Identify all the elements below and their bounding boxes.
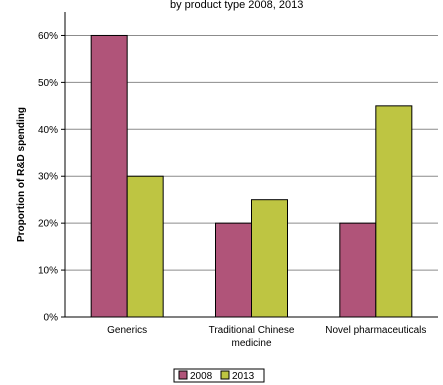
y-axis-label: Proportion of R&D spending bbox=[16, 107, 27, 242]
bar-2008 bbox=[215, 222, 252, 318]
chart-title: by product type 2008, 2013 bbox=[170, 0, 303, 11]
y-tick-label: 60% bbox=[38, 31, 58, 42]
y-tick-label: 0% bbox=[44, 313, 59, 324]
bar-2013 bbox=[251, 199, 288, 318]
legend: 2008 2013 bbox=[173, 368, 265, 383]
y-tick-label: 30% bbox=[38, 172, 58, 183]
y-tick-label: 40% bbox=[38, 125, 58, 136]
x-category-label: Generics bbox=[107, 325, 147, 336]
bar-2008 bbox=[339, 222, 377, 318]
x-category-label: Traditional Chinese medicine bbox=[209, 325, 295, 349]
legend-label-2008: 2008 bbox=[190, 371, 213, 382]
legend-swatch-2013 bbox=[220, 370, 230, 380]
axes bbox=[61, 12, 438, 318]
legend-label-2013: 2013 bbox=[232, 371, 255, 382]
y-tick-labels: 0% 10% 20% 30% 40% 50% 60% bbox=[38, 31, 58, 324]
legend-box bbox=[173, 368, 265, 383]
bar-2008 bbox=[90, 34, 128, 318]
y-tick-label: 20% bbox=[38, 219, 58, 230]
x-category-label: Novel pharmaceuticals bbox=[325, 325, 426, 336]
bar-2013 bbox=[375, 105, 413, 318]
y-tick-label: 10% bbox=[38, 266, 58, 277]
bar-2013 bbox=[126, 175, 164, 318]
y-tick-label: 50% bbox=[38, 78, 58, 89]
bars bbox=[90, 34, 413, 318]
legend-swatch-2008 bbox=[178, 370, 188, 380]
x-category-labels: Generics Traditional Chinese medicine Novel… bbox=[107, 325, 426, 349]
